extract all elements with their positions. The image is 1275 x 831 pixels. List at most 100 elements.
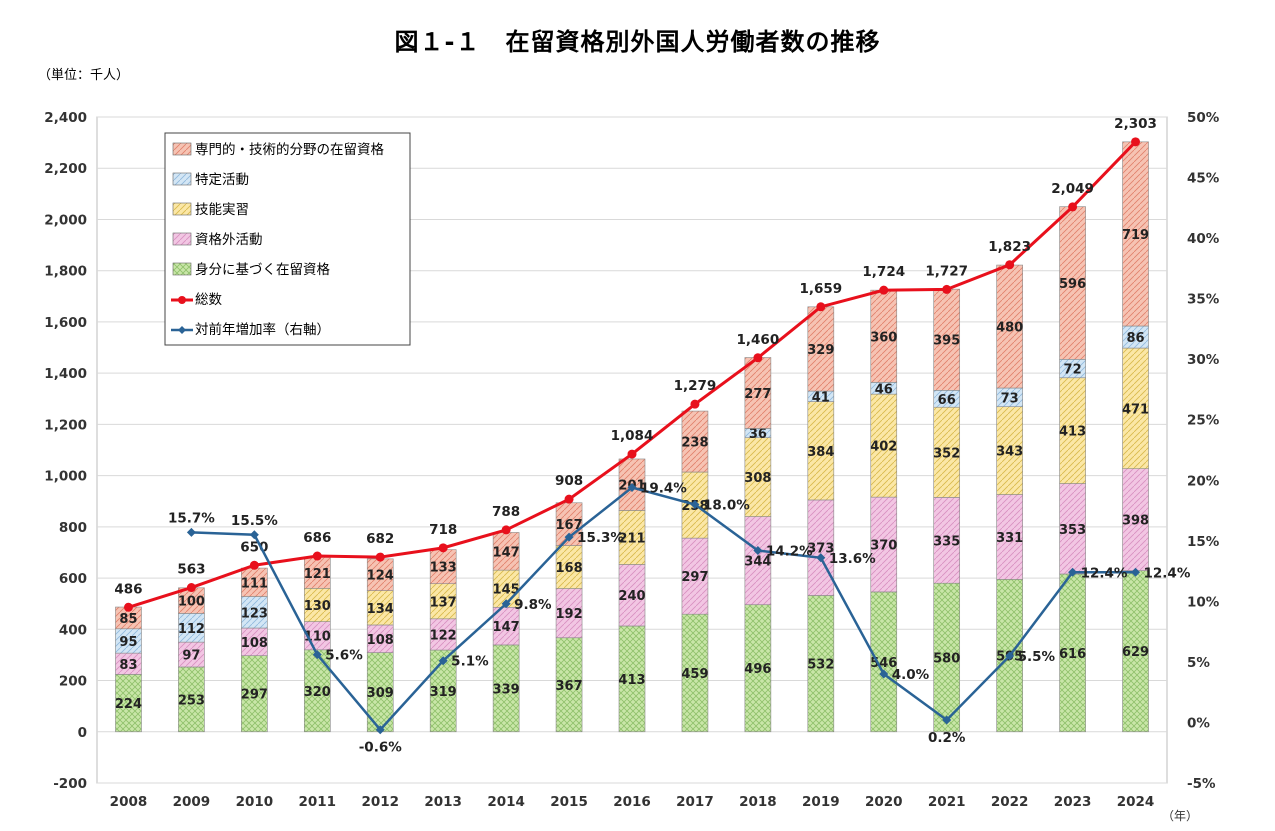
bar-value-label: 344: [744, 555, 771, 570]
growth-rate-label: 15.3%: [577, 530, 624, 546]
x-tick-label: 2023: [1054, 794, 1092, 810]
growth-rate-label: 12.4%: [1144, 565, 1191, 581]
total-value-label: 686: [303, 530, 331, 546]
total-value-label: 2,303: [1114, 116, 1157, 132]
total-point: [564, 494, 574, 504]
x-tick-label: 2019: [802, 794, 840, 810]
bar-value-label: 308: [744, 471, 771, 486]
growth-rate-point: [501, 599, 511, 609]
bar-value-label: 130: [304, 599, 331, 614]
bar-segment: [807, 595, 835, 733]
bar-value-label: 352: [933, 446, 960, 461]
total-point: [1068, 202, 1078, 212]
bar-value-label: 471: [1122, 402, 1149, 417]
x-tick-label: 2016: [613, 794, 651, 810]
total-value-label: 650: [240, 539, 268, 555]
growth-rate-label: 4.0%: [892, 667, 930, 683]
bar-segment: [366, 590, 394, 626]
growth-rate-point: [249, 530, 259, 540]
y-left-tick-label: 1,600: [44, 315, 87, 331]
bar-segment: [178, 587, 205, 614]
x-tick-label: 2014: [487, 794, 525, 810]
bar-segment: [744, 357, 772, 429]
total-point: [501, 525, 511, 535]
bar-segment: [681, 410, 709, 473]
bar-value-label: 211: [618, 531, 645, 546]
legend-label: 特定活動: [195, 172, 249, 188]
bar-value-label: 320: [304, 685, 331, 700]
bar-value-label: 167: [555, 518, 582, 533]
bar-segment: [807, 499, 835, 596]
growth-rate-label: 15.5%: [231, 513, 278, 529]
x-unit-label: （年）: [1162, 809, 1198, 823]
total-value-label: 2,049: [1051, 181, 1094, 197]
legend-label: 対前年増加率（右軸）: [195, 321, 330, 338]
bar-value-label: 253: [178, 693, 205, 708]
bar-segment: [618, 510, 646, 565]
bar-value-label: 97: [182, 649, 200, 664]
bar-value-label: 111: [241, 576, 268, 591]
total-point: [627, 449, 637, 459]
y-right-tick-label: 20%: [1187, 473, 1220, 489]
total-value-label: 1,727: [925, 263, 968, 279]
legend-label: 技能実習: [195, 202, 249, 218]
y-right-tick-label: 40%: [1187, 231, 1220, 247]
total-point: [816, 302, 826, 312]
bar-segment: [1059, 483, 1086, 575]
growth-rate-point: [627, 483, 637, 493]
bar-value-label: 580: [933, 651, 960, 666]
bar-segment: [241, 567, 268, 597]
bar-value-label: 367: [555, 679, 582, 694]
y-left-tick-label: 400: [59, 622, 87, 638]
growth-rate-point: [1005, 651, 1015, 661]
bar-value-label: 339: [493, 682, 520, 697]
total-value-label: 682: [366, 531, 394, 547]
bar-value-label: 147: [493, 545, 520, 560]
bar-value-label: 343: [996, 445, 1023, 460]
y-right-tick-label: 35%: [1187, 292, 1220, 308]
bar-value-label: 331: [996, 531, 1023, 546]
growth-rate-point: [753, 546, 763, 556]
bar-segment: [492, 644, 520, 733]
total-value-label: 1,659: [799, 281, 842, 297]
bar-value-label: 277: [744, 387, 771, 402]
bar-value-label: 145: [493, 583, 520, 598]
growth-rate-point: [1068, 567, 1078, 577]
growth-rate-label: 15.7%: [168, 510, 215, 526]
bar-segment: [933, 497, 961, 584]
bar-value-label: 413: [618, 673, 645, 688]
bar-segment: [1122, 141, 1149, 327]
bar-value-label: 66: [938, 393, 956, 408]
bar-segment: [870, 289, 898, 383]
y-left-tick-label: -200: [53, 776, 87, 792]
bar-value-label: 73: [1001, 391, 1019, 406]
bar-value-label: 137: [430, 595, 457, 610]
bar-value-label: 402: [870, 440, 897, 455]
bar-segment: [555, 545, 583, 589]
y-left-tick-label: 2,200: [44, 161, 87, 177]
bar-value-label: 147: [493, 620, 520, 635]
bar-segment: [241, 596, 268, 629]
unit-label: （単位：千人）: [38, 68, 130, 83]
total-point: [312, 551, 322, 561]
bar-segment: [996, 264, 1023, 389]
bar-segment: [1059, 206, 1086, 360]
growth-rate-point: [816, 553, 826, 563]
bar-value-label: 112: [178, 622, 205, 637]
growth-rate-point: [879, 669, 889, 679]
growth-rate-label: -0.6%: [359, 740, 403, 756]
bar-segment: [807, 306, 835, 392]
bar-value-label: 719: [1122, 228, 1149, 243]
bar-segment: [366, 558, 394, 591]
growth-rate-point: [942, 715, 952, 725]
bar-segment: [178, 641, 205, 668]
total-point: [438, 543, 448, 553]
total-point: [249, 560, 259, 570]
y-right-tick-label: 50%: [1187, 110, 1220, 126]
growth-rate-label: 9.8%: [514, 597, 552, 613]
total-value-label: 908: [555, 473, 583, 489]
growth-rate-point: [312, 650, 322, 660]
total-value-label: 1,084: [611, 428, 654, 444]
growth-rate-point: [186, 527, 196, 537]
